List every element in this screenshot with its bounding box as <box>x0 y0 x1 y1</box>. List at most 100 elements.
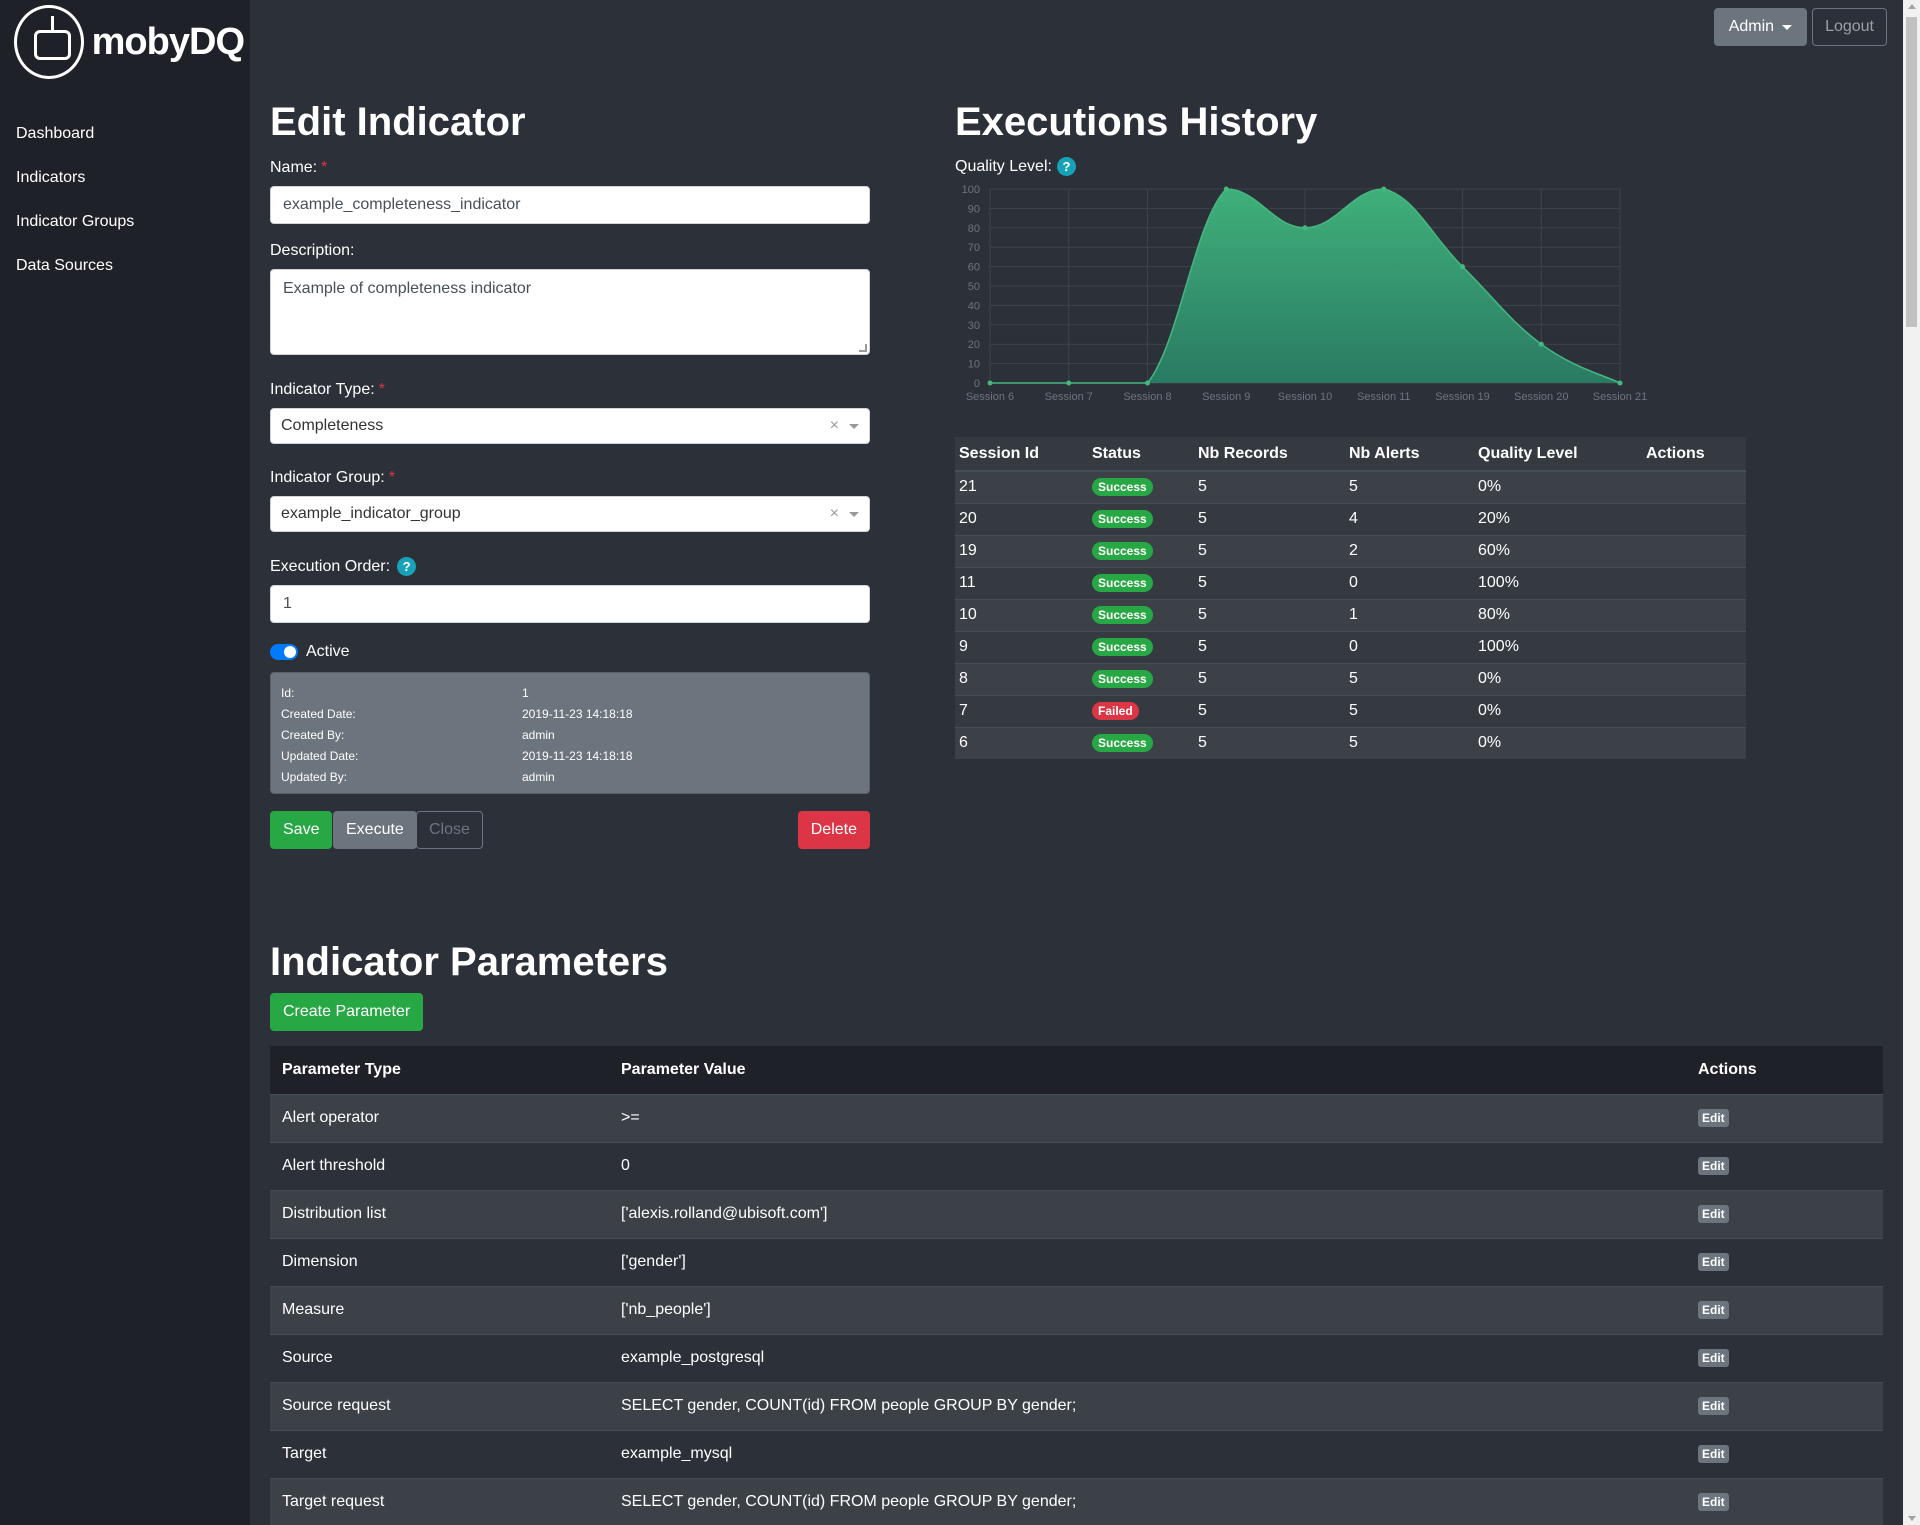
quality-level: 0% <box>1474 726 1642 759</box>
resize-handle-icon[interactable] <box>859 344 867 352</box>
table-row: Alert operator >= Edit <box>270 1093 1883 1142</box>
x-tick-label: Session 11 <box>1357 391 1411 403</box>
page-title: Edit Indicator <box>270 100 526 144</box>
active-toggle[interactable] <box>270 644 298 660</box>
sidebar-item-indicators[interactable]: Indicators <box>16 169 86 186</box>
clear-icon[interactable]: × <box>829 505 839 522</box>
status-cell: Success <box>1088 726 1194 759</box>
active-toggle-row: Active <box>270 643 870 661</box>
meta-row: Created Date: 2019-11-23 14:18:18 <box>281 707 633 721</box>
edit-button[interactable]: Edit <box>1698 1349 1729 1367</box>
nb-alerts: 2 <box>1345 534 1474 567</box>
logo[interactable]: mobyDQ <box>14 5 245 79</box>
status-badge: Success <box>1092 606 1153 624</box>
scroll-down-icon[interactable] <box>1908 1516 1916 1521</box>
page-scrollbar[interactable] <box>1903 0 1920 1525</box>
table-row: Source example_postgresql Edit <box>270 1333 1883 1382</box>
session-id: 19 <box>955 534 1088 567</box>
form-actions: Save Execute Close Delete <box>270 811 870 849</box>
caret-down-icon <box>1782 24 1793 30</box>
x-tick-label: Session 21 <box>1593 391 1647 403</box>
indicator-type-select[interactable]: Completeness × <box>270 408 870 444</box>
delete-button[interactable]: Delete <box>797 811 870 849</box>
session-id: 10 <box>955 598 1088 631</box>
logout-button[interactable]: Logout <box>1812 8 1887 46</box>
sidebar: mobyDQ Dashboard Indicators Indicator Gr… <box>0 0 250 1525</box>
actions-cell <box>1642 534 1746 567</box>
actions-cell: Edit <box>1686 1237 1883 1286</box>
edit-button[interactable]: Edit <box>1698 1157 1729 1175</box>
indicator-group-select[interactable]: example_indicator_group × <box>270 496 870 532</box>
execution-order-label: Execution Order:? <box>270 557 870 576</box>
edit-button[interactable]: Edit <box>1698 1397 1729 1415</box>
x-tick-label: Session 9 <box>1202 391 1250 403</box>
nb-alerts: 0 <box>1345 566 1474 599</box>
description-textarea[interactable]: Example of completeness indicator <box>270 269 870 355</box>
session-id: 20 <box>955 502 1088 535</box>
session-id: 21 <box>955 470 1088 503</box>
parameters-table: Parameter Type Parameter Value Actions A… <box>270 1046 1883 1525</box>
scroll-thumb[interactable] <box>1906 17 1917 327</box>
topbar: Admin Logout <box>1713 8 1887 46</box>
status-cell: Success <box>1088 470 1194 503</box>
parameter-type: Measure <box>270 1285 609 1334</box>
edit-button[interactable]: Edit <box>1698 1109 1729 1127</box>
help-icon[interactable]: ? <box>1056 157 1076 176</box>
chevron-down-icon[interactable] <box>849 512 859 517</box>
parameter-type: Alert operator <box>270 1093 609 1142</box>
y-tick-label: 100 <box>962 184 980 196</box>
session-id: 11 <box>955 566 1088 599</box>
sidebar-item-data-sources[interactable]: Data Sources <box>16 257 113 274</box>
help-icon[interactable]: ? <box>397 557 417 576</box>
quality-level: 80% <box>1474 598 1642 631</box>
data-point <box>1223 186 1229 192</box>
x-tick-label: Session 20 <box>1514 391 1568 403</box>
series-area <box>990 189 1620 383</box>
nb-alerts: 5 <box>1345 726 1474 759</box>
table-row: 19 Success 5 2 60% <box>955 534 1746 567</box>
edit-button[interactable]: Edit <box>1698 1205 1729 1223</box>
chevron-down-icon[interactable] <box>849 424 859 429</box>
x-tick-label: Session 8 <box>1123 391 1171 403</box>
quality-level-chart: 0 10 20 30 40 50 60 70 80 90 100 Session 6 Session 7… <box>962 184 1648 403</box>
execute-button[interactable]: Execute <box>333 811 417 849</box>
parameter-type: Alert threshold <box>270 1141 609 1190</box>
nb-alerts: 4 <box>1345 502 1474 535</box>
clear-icon[interactable]: × <box>829 417 839 434</box>
col-nb-records: Nb Records <box>1194 437 1345 472</box>
nb-records: 5 <box>1194 598 1345 631</box>
edit-button[interactable]: Edit <box>1698 1445 1729 1463</box>
actions-cell: Edit <box>1686 1477 1883 1525</box>
quality-level: 100% <box>1474 630 1642 663</box>
nb-records: 5 <box>1194 534 1345 567</box>
edit-button[interactable]: Edit <box>1698 1301 1729 1319</box>
nb-alerts: 5 <box>1345 662 1474 695</box>
data-point <box>1381 186 1387 192</box>
col-parameter-actions: Actions <box>1686 1046 1883 1094</box>
admin-dropdown-button[interactable]: Admin <box>1713 8 1808 46</box>
actions-cell <box>1642 662 1746 695</box>
parameter-value: SELECT gender, COUNT(id) FROM people GRO… <box>609 1381 1686 1430</box>
scroll-up-icon[interactable] <box>1908 4 1916 9</box>
table-row: Target example_mysql Edit <box>270 1429 1883 1478</box>
create-parameter-button[interactable]: Create Parameter <box>270 993 424 1031</box>
edit-button[interactable]: Edit <box>1698 1493 1729 1512</box>
edit-button[interactable]: Edit <box>1698 1253 1729 1271</box>
data-point <box>1617 380 1623 386</box>
actions-cell: Edit <box>1686 1141 1883 1190</box>
data-point <box>1145 380 1150 386</box>
table-row: Alert threshold 0 Edit <box>270 1141 1883 1190</box>
data-point <box>1538 341 1544 347</box>
history-title: Executions History <box>955 100 1318 144</box>
sidebar-item-dashboard[interactable]: Dashboard <box>16 125 95 142</box>
save-button[interactable]: Save <box>270 811 333 849</box>
name-input[interactable]: example_completeness_indicator <box>270 186 870 224</box>
parameter-type: Dimension <box>270 1237 609 1286</box>
col-parameter-value: Parameter Value <box>609 1046 1686 1094</box>
x-tick-label: Session 10 <box>1278 391 1332 403</box>
close-button[interactable]: Close <box>416 811 483 849</box>
execution-order-input[interactable]: 1 <box>270 585 870 623</box>
meta-row: Created By: admin <box>281 728 555 742</box>
sidebar-item-indicator-groups[interactable]: Indicator Groups <box>16 213 135 230</box>
session-id: 7 <box>955 694 1088 727</box>
